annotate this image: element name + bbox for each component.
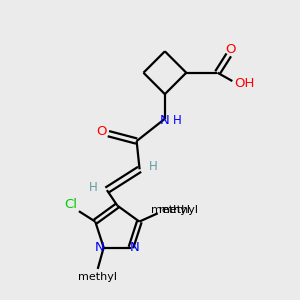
Text: OH: OH <box>235 77 255 90</box>
Text: N: N <box>130 241 140 254</box>
Text: methyl: methyl <box>78 272 117 282</box>
Text: H: H <box>148 160 157 173</box>
Text: H: H <box>89 181 98 194</box>
Text: N: N <box>95 241 105 254</box>
Text: H: H <box>173 114 182 127</box>
Text: Cl: Cl <box>64 198 77 211</box>
Text: methyl: methyl <box>151 205 190 215</box>
Text: methyl: methyl <box>159 205 198 215</box>
Text: N: N <box>160 114 170 127</box>
Text: O: O <box>226 43 236 56</box>
Text: O: O <box>97 125 107 138</box>
